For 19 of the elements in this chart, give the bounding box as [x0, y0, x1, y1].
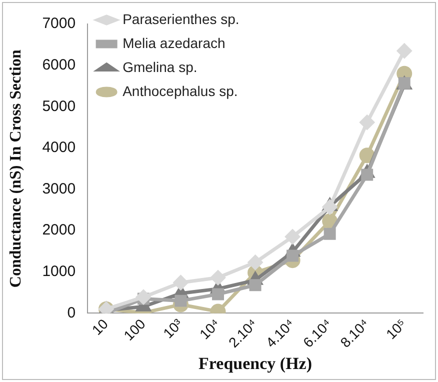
x-tick-label: 10⁵ — [382, 316, 410, 342]
x-tick-label: 10 — [88, 316, 112, 338]
legend-label: Anthocephalus sp. — [122, 82, 238, 99]
y-tick-label: 0 — [67, 304, 76, 322]
y-tick-label: 1000 — [42, 263, 76, 280]
legend-label: Paraserienthes sp. — [122, 10, 240, 27]
y-tick-label: 5000 — [42, 98, 76, 115]
legend-label: Gmelina sp. — [122, 58, 198, 75]
y-tick-label: 2000 — [42, 222, 76, 239]
y-tick-label: 3000 — [42, 180, 76, 198]
y-tick-label: 4000 — [42, 139, 76, 156]
y-tick-label: 7000 — [42, 15, 76, 32]
legend-label: Melia azedarach — [122, 34, 226, 51]
y-tick-label: 6000 — [42, 56, 76, 74]
y-axis-title: Conductance (nS) In Cross Section — [8, 50, 25, 288]
x-tick-label: 10⁴ — [196, 316, 223, 342]
x-tick-label: 10³ — [160, 315, 186, 342]
x-axis-title: Frequency (Hz) — [198, 354, 312, 374]
x-tick-label: 100 — [120, 316, 148, 344]
